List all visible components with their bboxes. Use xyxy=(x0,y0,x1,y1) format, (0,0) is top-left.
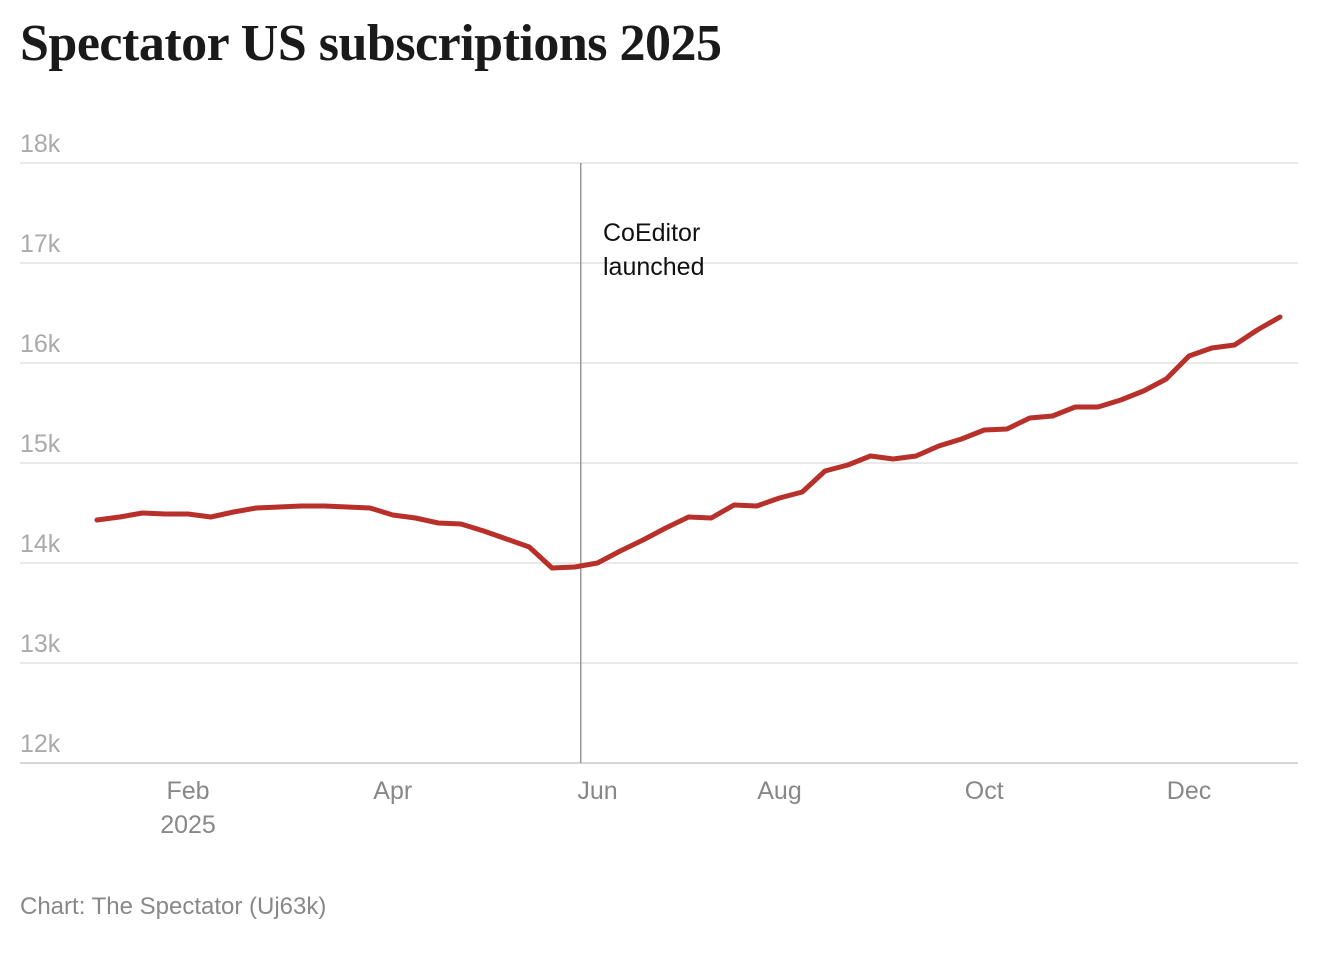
chart-title: Spectator US subscriptions 2025 xyxy=(20,15,722,72)
data-line xyxy=(94,314,1283,571)
x-tick-label: Feb 2025 xyxy=(160,777,216,839)
x-tick-label: Dec xyxy=(1166,777,1212,805)
y-tick-label: 13k xyxy=(20,630,61,658)
y-tick-label: 12k xyxy=(20,730,61,758)
x-tick-label: Oct xyxy=(964,777,1004,805)
y-tick-label: 16k xyxy=(20,330,61,358)
y-tick-label: 15k xyxy=(20,430,61,458)
y-tick-label: 14k xyxy=(20,530,61,558)
x-tick-label: Aug xyxy=(757,777,802,805)
annotation: CoEditor launched xyxy=(603,219,705,281)
y-tick-label: 18k xyxy=(20,130,61,158)
source: Chart: The Spectator (Uj63k) xyxy=(20,893,327,920)
x-tick-label: Apr xyxy=(373,777,413,805)
x-tick-label: Jun xyxy=(577,777,618,805)
y-tick-label: 17k xyxy=(20,230,61,258)
